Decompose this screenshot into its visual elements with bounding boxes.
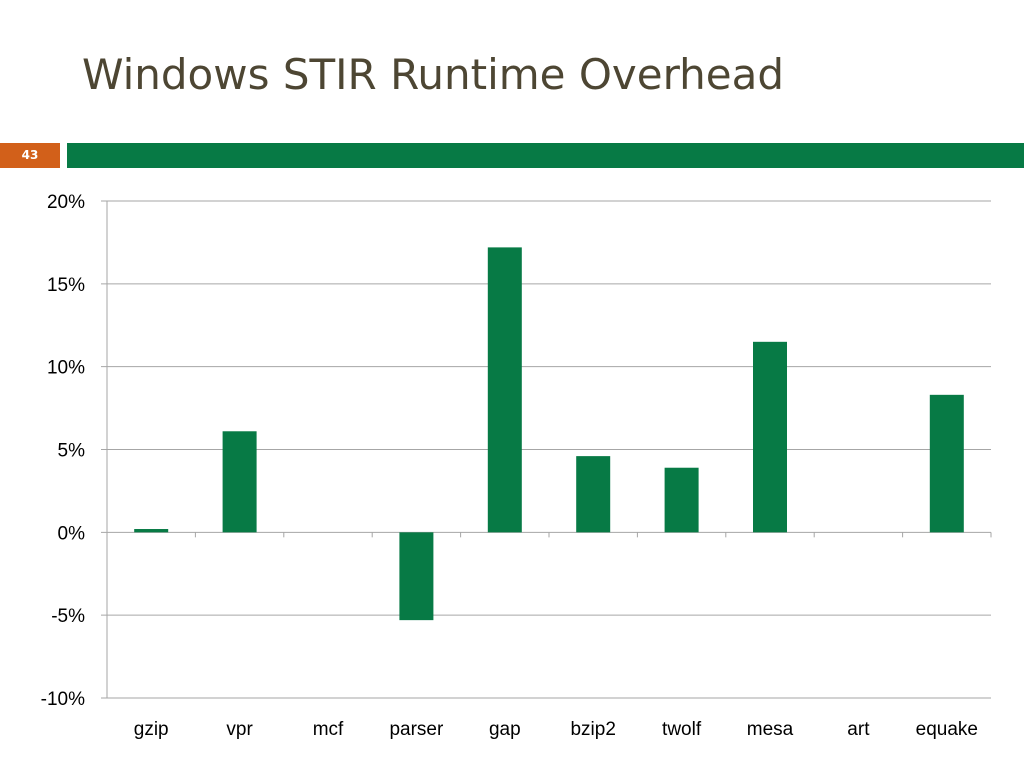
bar-gap bbox=[487, 247, 522, 533]
slide-number-badge: 43 bbox=[0, 143, 60, 168]
x-tick-label: equake bbox=[916, 719, 978, 740]
y-tick-label: -5% bbox=[51, 606, 85, 627]
bar-gzip bbox=[134, 529, 169, 533]
x-tick-label: gzip bbox=[134, 719, 169, 740]
bar-vpr bbox=[222, 431, 257, 533]
bar-parser bbox=[399, 532, 434, 621]
bar-bzip2 bbox=[576, 456, 611, 533]
title-accent-bar bbox=[67, 143, 1024, 168]
y-tick-label: 5% bbox=[58, 441, 86, 462]
x-tick-label: bzip2 bbox=[570, 719, 615, 740]
x-tick-label: vpr bbox=[226, 719, 253, 740]
y-tick-label: 0% bbox=[58, 523, 86, 544]
slide-title: Windows STIR Runtime Overhead bbox=[82, 50, 784, 99]
y-tick-label: -10% bbox=[41, 689, 85, 710]
y-tick-label: 15% bbox=[47, 275, 85, 296]
x-tick-label: mesa bbox=[747, 719, 794, 740]
y-tick-label: 10% bbox=[47, 358, 85, 379]
bar-mesa bbox=[753, 341, 787, 533]
x-tick-label: art bbox=[847, 719, 870, 740]
x-tick-label: mcf bbox=[313, 719, 344, 740]
x-tick-label: twolf bbox=[662, 719, 702, 740]
y-tick-label: 20% bbox=[47, 192, 85, 213]
bar-twolf bbox=[664, 467, 699, 533]
x-tick-label: gap bbox=[489, 719, 521, 740]
x-tick-label: parser bbox=[389, 719, 444, 740]
bar-equake bbox=[929, 394, 964, 533]
